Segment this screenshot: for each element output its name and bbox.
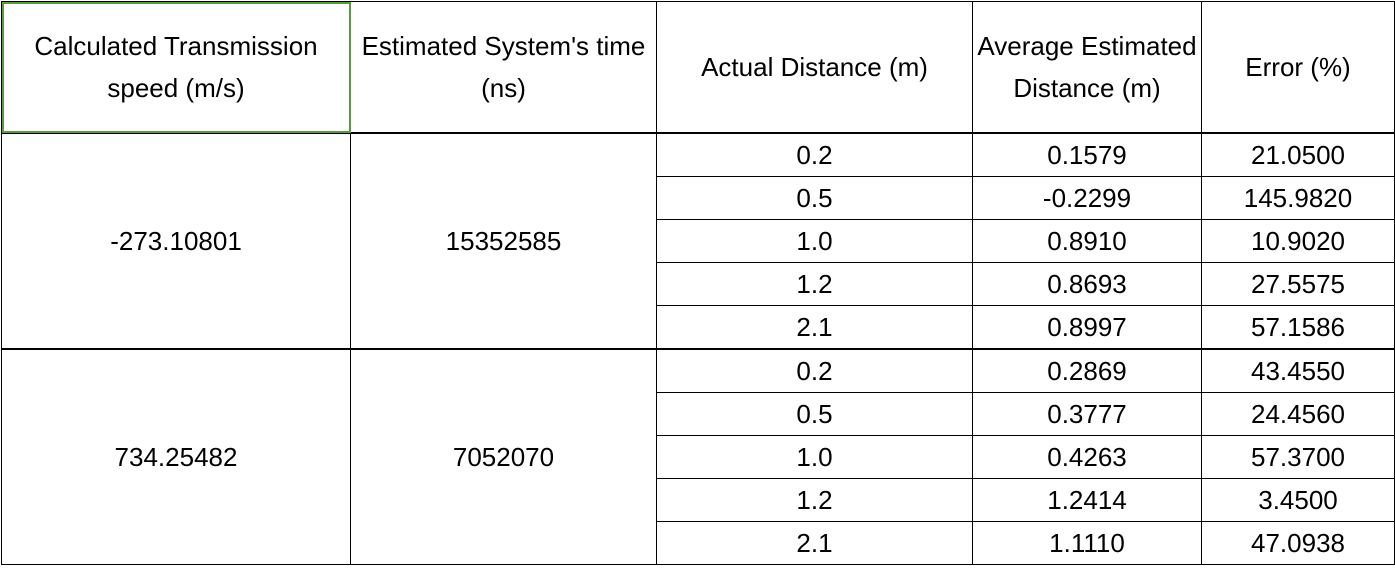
error-cell[interactable]: 57.3700	[1201, 435, 1395, 479]
actual-distance-cell[interactable]: 2.1	[656, 305, 973, 350]
table-row: -273.10801 15352585 0.2 0.1579 21.0500	[1, 132, 1395, 350]
header-cell-system-time[interactable]: Estimated System's time (ns)	[350, 1, 657, 134]
table-row: 1.2 1.2414 3.4500	[2, 478, 1395, 522]
speed-cell[interactable]: -273.10801	[1, 132, 351, 350]
header-row: Calculated Transmission speed (m/s) Esti…	[1, 1, 1395, 134]
table-row: 734.25482 7052070 0.2 0.2869 43.4550	[1, 348, 1395, 565]
estimated-distance-cell[interactable]: 0.2869	[972, 348, 1202, 393]
error-cell[interactable]: 145.9820	[1201, 176, 1395, 220]
error-cell[interactable]: 43.4550	[1201, 348, 1395, 393]
actual-distance-cell[interactable]: 0.2	[656, 132, 973, 177]
error-cell[interactable]: 57.1586	[1201, 305, 1395, 350]
estimated-distance-cell[interactable]: 0.8910	[972, 219, 1202, 263]
table-row: 2.1 0.8997 57.1586	[2, 305, 1395, 350]
system-time-cell[interactable]: 7052070	[350, 348, 657, 565]
actual-distance-cell[interactable]: 0.2	[656, 348, 973, 393]
table-row: 0.5 -0.2299 145.9820	[2, 176, 1395, 220]
estimated-distance-cell[interactable]: -0.2299	[972, 176, 1202, 220]
estimated-distance-cell[interactable]: 0.8693	[972, 262, 1202, 306]
estimated-distance-cell[interactable]: 0.3777	[972, 392, 1202, 436]
header-cell-average-estimated-distance[interactable]: Average Estimated Distance (m)	[972, 1, 1202, 134]
header-cell-transmission-speed[interactable]: Calculated Transmission speed (m/s)	[1, 1, 351, 134]
actual-distance-cell[interactable]: 2.1	[656, 521, 973, 565]
table-row: 2.1 1.1110 47.0938	[2, 521, 1395, 565]
actual-distance-cell[interactable]: 1.2	[656, 478, 973, 522]
estimated-distance-cell[interactable]: 1.1110	[972, 521, 1202, 565]
actual-distance-cell[interactable]: 0.5	[656, 176, 973, 220]
table-row: 1.2 0.8693 27.5575	[2, 262, 1395, 306]
table-row: 1.0 0.4263 57.3700	[2, 435, 1395, 479]
estimated-distance-cell[interactable]: 1.2414	[972, 478, 1202, 522]
header-cell-error[interactable]: Error (%)	[1201, 1, 1395, 134]
actual-distance-cell[interactable]: 1.2	[656, 262, 973, 306]
error-cell[interactable]: 27.5575	[1201, 262, 1395, 306]
error-cell[interactable]: 24.4560	[1201, 392, 1395, 436]
error-cell[interactable]: 3.4500	[1201, 478, 1395, 522]
estimated-distance-cell[interactable]: 0.1579	[972, 132, 1202, 177]
actual-distance-cell[interactable]: 0.5	[656, 392, 973, 436]
header-cell-actual-distance[interactable]: Actual Distance (m)	[656, 1, 973, 134]
actual-distance-cell[interactable]: 1.0	[656, 219, 973, 263]
system-time-cell[interactable]: 15352585	[350, 132, 657, 350]
speed-cell[interactable]: 734.25482	[1, 348, 351, 565]
error-cell[interactable]: 47.0938	[1201, 521, 1395, 565]
estimated-distance-cell[interactable]: 0.4263	[972, 435, 1202, 479]
error-cell[interactable]: 21.0500	[1201, 132, 1395, 177]
error-cell[interactable]: 10.9020	[1201, 219, 1395, 263]
table-row: 0.5 0.3777 24.4560	[2, 392, 1395, 436]
actual-distance-cell[interactable]: 1.0	[656, 435, 973, 479]
estimated-distance-cell[interactable]: 0.8997	[972, 305, 1202, 350]
